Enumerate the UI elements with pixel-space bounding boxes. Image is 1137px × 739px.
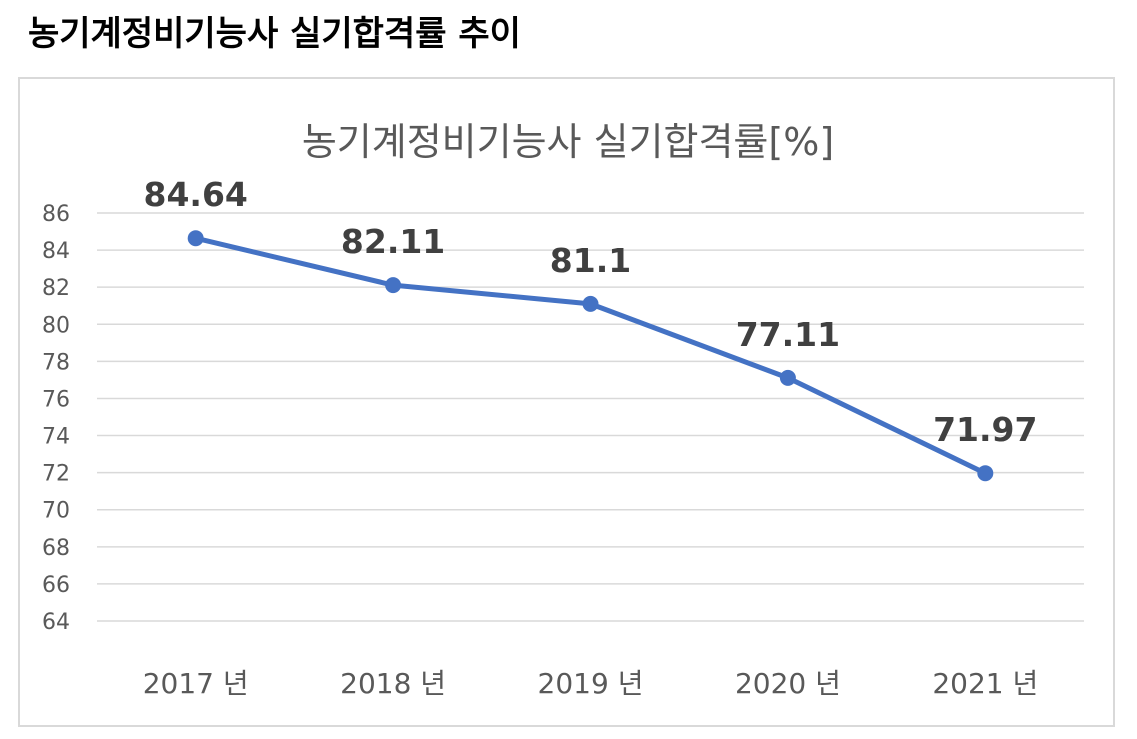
data-point <box>977 465 994 482</box>
data-label: 71.97 <box>933 410 1037 449</box>
data-point <box>582 295 599 312</box>
data-point <box>779 369 796 386</box>
chart-title: 농기계정비기능사 실기합격률[%] <box>302 120 834 164</box>
y-tick-label: 70 <box>42 499 70 524</box>
data-label: 82.11 <box>341 222 445 261</box>
y-tick-label: 80 <box>42 313 70 338</box>
y-tick-label: 76 <box>42 387 70 412</box>
series-markers <box>187 230 994 482</box>
y-tick-label: 82 <box>42 276 70 301</box>
y-tick-label: 66 <box>42 573 70 598</box>
data-label: 77.11 <box>736 315 840 354</box>
gridlines <box>97 212 1084 622</box>
page-heading: 농기계정비기능사 실기합격률 추이 <box>28 14 521 54</box>
x-category-label: 2021 년 <box>932 667 1038 700</box>
x-category-label: 2020 년 <box>735 667 841 700</box>
y-tick-label: 68 <box>42 536 70 561</box>
chart-frame <box>18 77 1115 727</box>
x-category-label: 2019 년 <box>538 667 644 700</box>
y-tick-label: 64 <box>42 610 70 635</box>
x-category-label: 2017 년 <box>143 667 249 700</box>
y-tick-label: 72 <box>42 462 70 487</box>
y-tick-label: 84 <box>42 239 70 264</box>
data-label: 84.64 <box>144 175 248 214</box>
y-axis-ticks: 64 66 68 70 72 74 76 78 80 82 84 86 <box>42 202 70 635</box>
data-point <box>187 230 204 247</box>
data-point <box>385 277 402 294</box>
y-tick-label: 74 <box>42 425 70 450</box>
y-tick-label: 86 <box>42 202 70 227</box>
data-labels: 84.64 82.11 81.1 77.11 71.97 <box>144 175 1038 449</box>
x-axis-categories: 2017 년 2018 년 2019 년 2020 년 2021 년 <box>143 667 1039 700</box>
x-category-label: 2018 년 <box>340 667 446 700</box>
data-label: 81.1 <box>550 241 631 280</box>
y-tick-label: 78 <box>42 350 70 375</box>
